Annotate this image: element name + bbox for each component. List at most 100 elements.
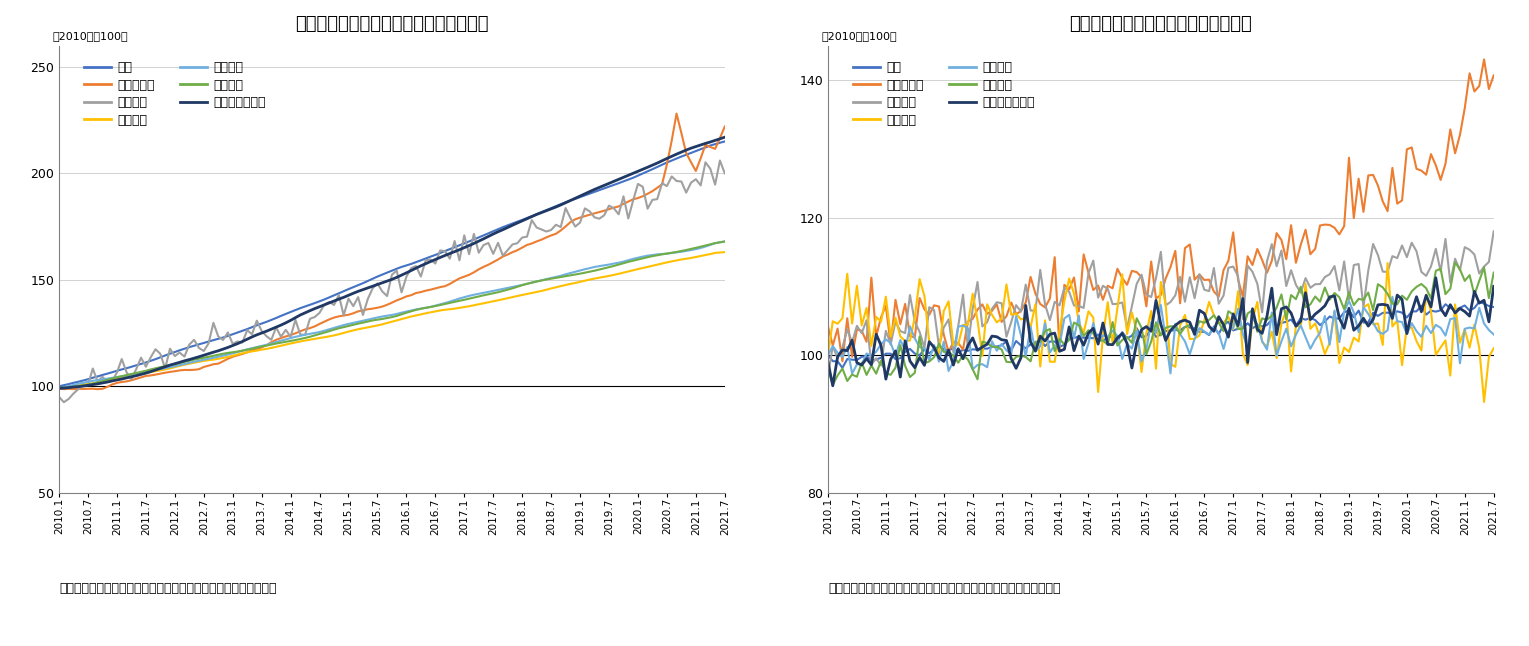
全国 xyxy=(702,141,720,149)
九州・沖縄地方 xyxy=(1427,274,1445,282)
南関東圈 xyxy=(60,383,78,391)
京阪神圈 xyxy=(1200,316,1219,324)
名古屋圈 xyxy=(474,289,492,297)
北海道地方 xyxy=(1200,276,1219,284)
京阪神圈 xyxy=(829,371,847,379)
東北地方 xyxy=(820,372,838,380)
Line: 全国: 全国 xyxy=(829,302,1494,368)
Line: 北海道地方: 北海道地方 xyxy=(60,114,725,389)
北海道地方 xyxy=(829,325,847,333)
Title: 図表３　不動産価格指数（戸建住宅）: 図表３ 不動産価格指数（戸建住宅） xyxy=(1069,15,1252,33)
京阪神圈 xyxy=(1446,258,1465,266)
全国 xyxy=(824,357,842,365)
南関東圈 xyxy=(1196,317,1214,324)
Text: （資料）　国土交通省の公表資料からニッセイ基礎研究所が作成: （資料） 国土交通省の公表資料からニッセイ基礎研究所が作成 xyxy=(60,582,277,595)
南関東圈 xyxy=(1167,363,1185,371)
Line: 東北地方: 東北地方 xyxy=(829,231,1494,376)
九州・沖縄地方 xyxy=(50,384,69,392)
東北地方 xyxy=(50,393,69,401)
南関東圈 xyxy=(824,317,842,325)
九州・沖縄地方 xyxy=(1485,282,1503,290)
北海道地方 xyxy=(824,342,842,349)
名古屋圈 xyxy=(427,302,445,309)
九州・沖縄地方 xyxy=(702,138,720,146)
名古屋圈 xyxy=(60,382,78,390)
東北地方 xyxy=(716,169,734,177)
北海道地方 xyxy=(479,261,497,269)
南関東圈 xyxy=(702,250,720,258)
南関東圈 xyxy=(398,314,416,322)
九州・沖縄地方 xyxy=(1200,322,1219,330)
名古屋圈 xyxy=(842,370,861,377)
北海道地方 xyxy=(55,385,73,393)
全国 xyxy=(820,351,838,359)
北海道地方 xyxy=(1248,245,1266,253)
東北地方 xyxy=(1485,227,1503,235)
南関東圈 xyxy=(1480,353,1498,360)
全国 xyxy=(1485,303,1503,311)
北海道地方 xyxy=(711,134,729,142)
北海道地方 xyxy=(1475,56,1494,63)
名古屋圈 xyxy=(1384,293,1402,300)
京阪神圈 xyxy=(1485,269,1503,276)
Line: 名古屋圈: 名古屋圈 xyxy=(60,242,725,388)
京阪神圈 xyxy=(398,309,416,317)
名古屋圈 xyxy=(820,351,838,359)
北海道地方 xyxy=(1171,299,1190,307)
東北地方 xyxy=(60,395,78,403)
Line: 北海道地方: 北海道地方 xyxy=(829,59,1494,361)
京阪神圈 xyxy=(474,291,492,299)
九州・沖縄地方 xyxy=(60,384,78,391)
全国 xyxy=(833,364,852,371)
北海道地方 xyxy=(60,385,78,393)
Line: 南関東圈: 南関東圈 xyxy=(60,252,725,388)
名古屋圈 xyxy=(824,342,842,350)
東北地方 xyxy=(431,247,450,255)
京阪神圈 xyxy=(702,240,720,248)
北海道地方 xyxy=(716,123,734,130)
九州・沖縄地方 xyxy=(1171,318,1190,326)
南関東圈 xyxy=(716,248,734,256)
全国 xyxy=(55,381,73,389)
Title: 図表２　不動産価格指数（マンション）: 図表２ 不動産価格指数（マンション） xyxy=(295,15,489,33)
全国 xyxy=(60,380,78,388)
九州・沖縄地方 xyxy=(1248,326,1266,333)
全国 xyxy=(1248,322,1266,329)
名古屋圈 xyxy=(716,238,734,245)
九州・沖縄地方 xyxy=(833,346,852,354)
名古屋圈 xyxy=(1171,330,1190,338)
京阪神圈 xyxy=(55,384,73,391)
九州・沖縄地方 xyxy=(829,353,847,360)
全国 xyxy=(1480,302,1498,310)
Text: （2010年＝100）: （2010年＝100） xyxy=(821,31,898,41)
京阪神圈 xyxy=(824,381,842,389)
北海道地方 xyxy=(667,110,685,118)
京阪神圈 xyxy=(716,238,734,245)
東北地方 xyxy=(402,264,420,272)
南関東圈 xyxy=(829,320,847,328)
東北地方 xyxy=(55,399,73,406)
京阪神圈 xyxy=(1248,328,1266,335)
東北地方 xyxy=(706,181,725,189)
九州・沖縄地方 xyxy=(820,358,838,366)
全国 xyxy=(716,138,734,145)
Line: 京阪神圈: 京阪神圈 xyxy=(60,242,725,388)
南関東圈 xyxy=(1243,316,1261,324)
全国 xyxy=(1469,298,1488,306)
東北地方 xyxy=(1243,268,1261,276)
南関東圈 xyxy=(50,384,69,392)
京阪神圈 xyxy=(820,365,838,373)
九州・沖縄地方 xyxy=(1480,318,1498,326)
京阪神圈 xyxy=(833,365,852,373)
Line: 全国: 全国 xyxy=(60,141,725,386)
Legend: 全国, 北海道地方, 東北地方, 南関東圈, 名古屋圈, 京阪神圈, 九州・沖縄地方: 全国, 北海道地方, 東北地方, 南関東圈, 名古屋圈, 京阪神圈, 九州・沖縄… xyxy=(78,56,271,132)
名古屋圈 xyxy=(1480,326,1498,334)
Line: 九州・沖縄地方: 九州・沖縄地方 xyxy=(60,137,725,388)
南関東圈 xyxy=(1379,259,1398,267)
九州・沖縄地方 xyxy=(398,269,416,276)
Line: 南関東圈: 南関東圈 xyxy=(829,263,1494,402)
Text: （資料）　国土交通省の公表資料をもとにニッセイ基礎研究所が作成: （資料） 国土交通省の公表資料をもとにニッセイ基礎研究所が作成 xyxy=(829,582,1061,595)
九州・沖縄地方 xyxy=(427,256,445,264)
全国 xyxy=(427,251,445,259)
京阪神圈 xyxy=(1171,330,1190,338)
